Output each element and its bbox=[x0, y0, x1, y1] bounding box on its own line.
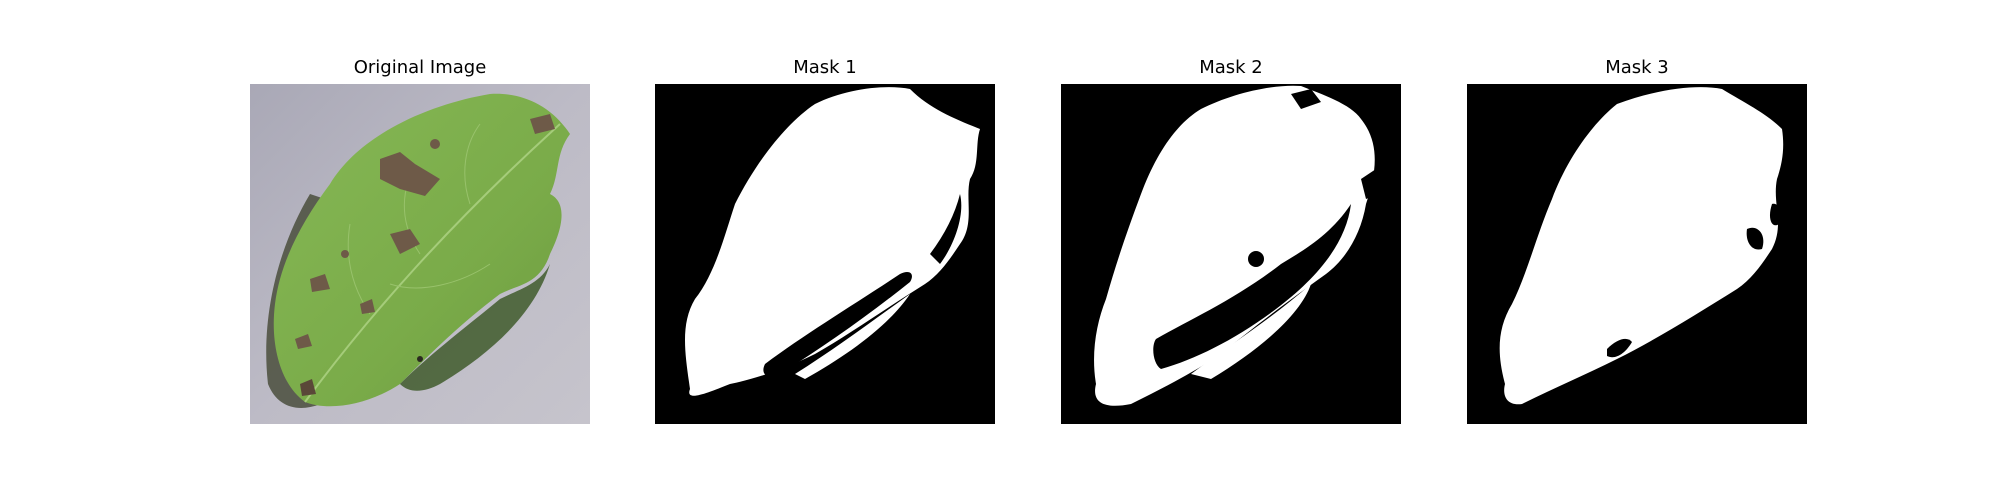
mask-2-title: Mask 2 bbox=[1199, 57, 1263, 78]
original-leaf-image bbox=[250, 84, 590, 424]
original-image-title: Original Image bbox=[353, 57, 487, 78]
mask-2-panel: Mask 2 bbox=[1061, 56, 1401, 426]
mask-1-title: Mask 1 bbox=[793, 57, 857, 78]
mask-1-panel: Mask 1 bbox=[655, 56, 995, 426]
mask-3-image bbox=[1467, 84, 1807, 424]
mask-1-image bbox=[655, 84, 995, 424]
mask-3-title: Mask 3 bbox=[1605, 57, 1669, 78]
mask-2-image bbox=[1061, 84, 1401, 424]
original-image-panel: Original Image bbox=[250, 56, 590, 426]
mask-3-panel: Mask 3 bbox=[1467, 56, 1807, 426]
